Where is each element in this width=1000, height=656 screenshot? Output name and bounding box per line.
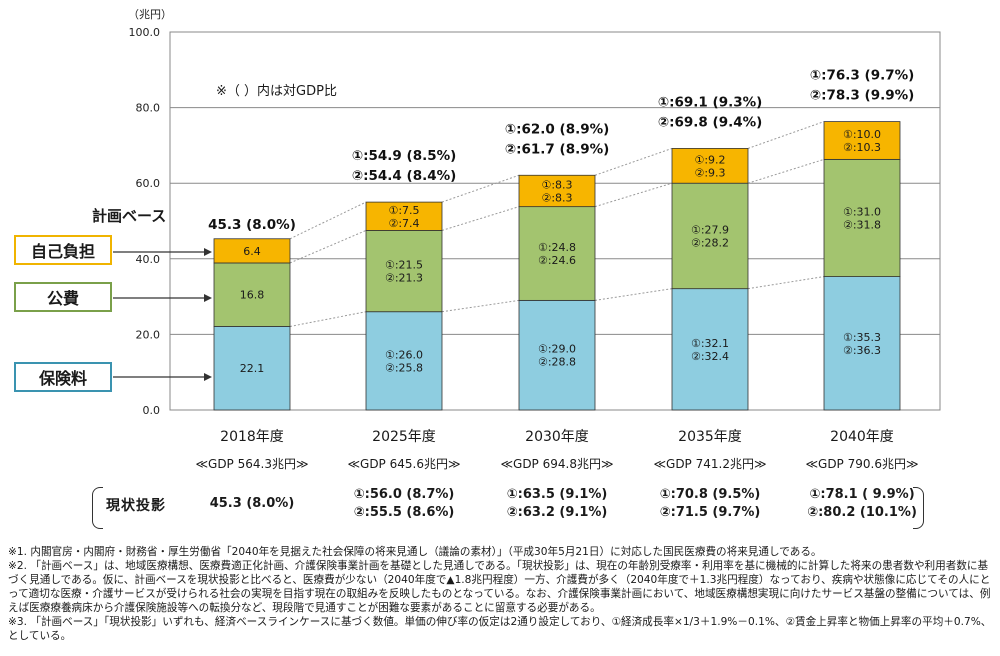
segment-value-label: ①:29.0 ②:28.8: [538, 343, 576, 369]
x-category-label: 2040年度: [830, 429, 894, 445]
keikaku-base-label: 計画ベース: [92, 207, 167, 225]
footnotes: ※1. 内閣官房・内閣府・財務省・厚生労働省「2040年を見据えた社会保障の将来…: [8, 545, 993, 643]
segment-value-label: ①:9.2 ②:9.3: [694, 153, 725, 179]
gdp-label: ≪GDP 645.6兆円≫: [347, 457, 461, 471]
bar-total-label: ①:76.3 (9.7%) ②:78.3 (9.9%): [810, 68, 915, 104]
connector-line: [594, 182, 673, 208]
genjo-value: ①:70.8 (9.5%) ②:71.5 (9.7%): [659, 487, 761, 520]
bar-segment: [213, 262, 291, 327]
legend-hokenryo: 保険料: [14, 362, 112, 392]
x-category-label: 2030年度: [525, 429, 589, 445]
connector-line: [441, 206, 520, 231]
connector-line: [441, 299, 520, 313]
footnote-3: ※3. 「計画ベース」「現状投影」いずれも、経済ベースラインケースに基づく数値。…: [8, 616, 992, 642]
stacked-bar-chart: 22.1 16.8 6.4 ①:26.0 ②:25.8 ①:21.5 ②:21.3 ①:7.5…: [113, 8, 941, 417]
segment-value-label: ①:21.5 ②:21.3: [385, 259, 423, 285]
legend-arrowhead: [204, 373, 212, 381]
bar-segment: [823, 158, 901, 277]
connector-line: [289, 311, 367, 327]
connector-line: [441, 174, 520, 203]
y-tick-label: 20.0: [136, 328, 161, 341]
genjo-touei-label: 現状投影: [106, 498, 166, 514]
connector-line: [289, 201, 367, 240]
genjo-value: 45.3 (8.0%): [209, 496, 295, 511]
connector-line: [747, 158, 825, 184]
legend-arrowhead: [204, 248, 212, 256]
gdp-label: ≪GDP 564.3兆円≫: [195, 457, 309, 471]
connector-line: [594, 147, 673, 176]
legend-jiko-futan: 自己負担: [14, 235, 112, 265]
bar-total-label: 45.3 (8.0%): [208, 217, 296, 233]
bar-segment: [365, 311, 443, 411]
bar-segment: [518, 299, 596, 411]
bar-segment: [671, 148, 749, 184]
bar-total-label: ①:69.1 (9.3%) ②:69.8 (9.4%): [658, 94, 763, 130]
connector-line: [594, 288, 673, 301]
y-tick-label: 100.0: [129, 26, 161, 39]
y-tick-label: 60.0: [136, 177, 161, 190]
bar-segment: [213, 326, 291, 411]
x-category-label: 2018年度: [220, 429, 284, 445]
footnote-1: ※1. 内閣官房・内閣府・財務省・厚生労働省「2040年を見据えた社会保障の将来…: [8, 546, 822, 558]
segment-value-label: ①:24.8 ②:24.6: [538, 241, 576, 267]
segment-value-label: ①:27.9 ②:28.2: [691, 223, 729, 249]
segment-value-label: ①:8.3 ②:8.3: [541, 178, 572, 204]
segment-value-label: ①:32.1 ②:32.4: [691, 337, 729, 363]
connector-line: [747, 276, 825, 290]
bar-segment: [365, 230, 443, 313]
connector-line: [289, 229, 367, 264]
genjo-bracket-right: [913, 487, 924, 529]
genjo-value: ①:63.5 (9.1%) ②:63.2 (9.1%): [506, 487, 608, 520]
bar-segment: [671, 288, 749, 411]
segment-value-label: ①:7.5 ②:7.4: [388, 204, 419, 230]
x-category-label: 2035年度: [678, 429, 742, 445]
segment-value-label: ①:35.3 ②:36.3: [843, 331, 881, 357]
segment-value-label: 6.4: [243, 245, 261, 258]
genjo-value: ①:56.0 (8.7%) ②:55.5 (8.6%): [353, 487, 455, 520]
bar-segment: [671, 182, 749, 290]
segment-value-label: 22.1: [240, 362, 265, 375]
y-tick-label: 40.0: [136, 253, 161, 266]
gdp-label: ≪GDP 741.2兆円≫: [653, 457, 767, 471]
bar-segment: [365, 201, 443, 231]
bar-total-label: ①:62.0 (8.9%) ②:61.7 (8.9%): [505, 121, 610, 157]
gdp-label: ≪GDP 694.8兆円≫: [500, 457, 614, 471]
y-tick-label: 0.0: [143, 404, 161, 417]
bar-segment: [518, 174, 596, 208]
genjo-bracket-left: [92, 487, 103, 529]
gdp-label: ≪GDP 790.6兆円≫: [805, 457, 919, 471]
y-unit-label: （兆円）: [128, 8, 172, 21]
legend-kouhi: 公費: [14, 282, 112, 312]
segment-value-label: ①:26.0 ②:25.8: [385, 348, 423, 374]
genjo-value: ①:78.1 ( 9.9%) ②:80.2 (10.1%): [807, 487, 917, 520]
y-tick-label: 80.0: [136, 102, 161, 115]
gdp-ratio-note: ※（ ）内は対GDP比: [216, 84, 337, 99]
segment-value-label: ①:10.0 ②:10.3: [843, 128, 881, 154]
legend-arrowhead: [204, 294, 212, 302]
segment-value-label: 16.8: [240, 289, 265, 302]
connector-line: [747, 121, 825, 149]
footnote-2: ※2. 「計画ベース」は、地域医療構想、医療費適正化計画、介護保険事業計画を基礎…: [8, 560, 991, 614]
bar-segment: [213, 238, 291, 264]
segment-value-label: ①:31.0 ②:31.8: [843, 205, 881, 231]
bar-segment: [823, 121, 901, 160]
bar-total-label: ①:54.9 (8.5%) ②:54.4 (8.4%): [352, 148, 457, 184]
bar-segment: [823, 276, 901, 411]
x-category-label: 2025年度: [372, 429, 436, 445]
